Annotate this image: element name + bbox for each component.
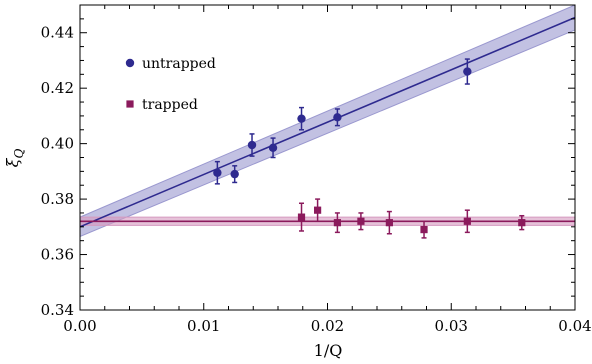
untrapped-confidence-band	[79, 4, 576, 238]
y-tick-label-5: 0.44	[41, 24, 74, 42]
y-tick-label-1: 0.36	[41, 246, 74, 264]
x-tick-label-2: 0.02	[311, 317, 344, 335]
trapped-point-0	[297, 213, 306, 221]
y-tick-label-3: 0.40	[41, 135, 74, 153]
untrapped-point-3	[268, 143, 278, 152]
trapped-point-3	[357, 217, 365, 225]
legend: untrapped trapped	[125, 56, 216, 113]
x-axis-title: 1/Q	[314, 341, 343, 360]
tick-labels: 0.00 0.01 0.02 0.03 0.04 0.34 0.36 0.38 0.40 0.42…	[41, 24, 592, 335]
legend-label-trapped: trapped	[142, 97, 198, 113]
ticks	[79, 5, 576, 311]
trapped-point-1	[314, 206, 322, 214]
trapped-point-2	[333, 219, 341, 227]
data-points	[213, 58, 526, 239]
fit-lines	[79, 16, 576, 228]
x-tick-label-1: 0.01	[187, 317, 220, 335]
x-tick-label-0: 0.00	[63, 317, 96, 335]
untrapped-point-2	[247, 140, 257, 150]
trapped-point-4	[385, 219, 393, 227]
y-axis-title: ξQ	[3, 149, 26, 168]
untrapped-point-5	[333, 113, 342, 122]
x-tick-label-4: 0.04	[558, 317, 591, 335]
trapped-point-5	[420, 225, 428, 234]
untrapped-point-4	[297, 114, 306, 123]
trapped-point-6	[463, 217, 471, 225]
untrapped-point-0	[213, 168, 222, 177]
untrapped-point-1	[230, 169, 239, 179]
x-tick-label-3: 0.03	[435, 317, 468, 335]
bands	[79, 4, 576, 238]
legend-marker-trapped	[126, 100, 134, 108]
y-tick-label-0: 0.34	[41, 301, 74, 319]
untrapped-fit-line	[79, 16, 576, 228]
untrapped-point-6	[463, 67, 472, 76]
y-tick-label-2: 0.38	[41, 190, 74, 208]
y-tick-label-4: 0.42	[41, 79, 74, 97]
trapped-point-7	[518, 219, 526, 227]
legend-label-untrapped: untrapped	[142, 56, 216, 72]
legend-marker-untrapped	[125, 58, 135, 68]
